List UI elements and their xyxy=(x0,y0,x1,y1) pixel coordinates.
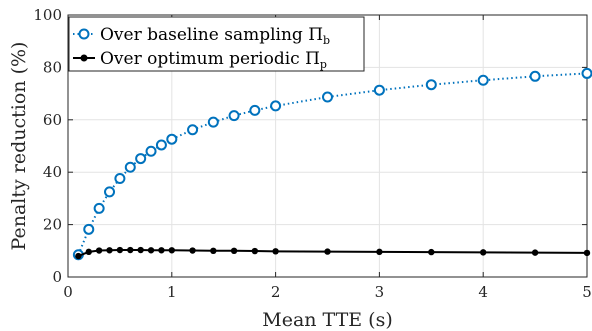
data-point xyxy=(187,124,199,136)
data-point xyxy=(531,249,539,256)
y-tick-label: 100 xyxy=(33,6,62,24)
series-line xyxy=(77,72,588,256)
y-tick-label: 0 xyxy=(52,268,62,286)
axes xyxy=(67,14,588,278)
data-point xyxy=(583,249,591,257)
data-point xyxy=(114,172,126,184)
data-point xyxy=(127,246,134,254)
data-point xyxy=(168,247,175,254)
data-point xyxy=(477,74,489,86)
x-tick-label: 5 xyxy=(582,283,592,301)
x-tick-label: 4 xyxy=(478,283,488,301)
data-point xyxy=(249,104,261,116)
legend-label-baseline: Over baseline sampling Π xyxy=(100,25,323,45)
data-point xyxy=(104,186,116,198)
data-point xyxy=(272,248,279,255)
data-point xyxy=(166,133,178,145)
data-point xyxy=(137,246,144,254)
legend: Over baseline sampling Πb Over optimum p… xyxy=(68,16,365,72)
data-point xyxy=(324,248,331,255)
data-point xyxy=(95,247,103,254)
data-point xyxy=(135,153,147,165)
data-point xyxy=(85,248,92,256)
svg-text:Over baseline sampling Πb: Over baseline sampling Πb xyxy=(100,25,330,47)
data-point xyxy=(207,116,219,128)
series-layer xyxy=(72,67,592,261)
legend-label-periodic-subscript: p xyxy=(320,58,327,71)
y-tick-label: 40 xyxy=(43,163,62,181)
x-tick-label: 1 xyxy=(167,283,177,301)
data-point xyxy=(228,110,240,122)
data-point xyxy=(270,100,282,112)
series-line xyxy=(78,249,588,257)
legend-marker-periodic xyxy=(80,54,88,62)
data-point xyxy=(106,247,113,254)
data-point xyxy=(529,70,541,82)
svg-text:Over optimum periodic Πp: Over optimum periodic Πp xyxy=(100,49,327,71)
plot-frame xyxy=(67,14,588,278)
data-point xyxy=(373,84,385,96)
data-point xyxy=(376,248,383,256)
data-point xyxy=(230,247,238,254)
data-point xyxy=(116,246,124,254)
data-point xyxy=(75,252,82,260)
legend-label-periodic: Over optimum periodic Π xyxy=(100,49,320,69)
data-point xyxy=(322,91,333,103)
series-baseline xyxy=(72,67,592,261)
series-periodic xyxy=(75,246,591,260)
legend-label-baseline-subscript: b xyxy=(323,34,330,47)
data-point xyxy=(425,79,437,91)
data-point xyxy=(251,247,259,255)
y-tick-label: 80 xyxy=(43,58,62,76)
data-point xyxy=(480,249,487,256)
legend-box xyxy=(68,16,365,72)
data-point xyxy=(124,161,136,173)
data-point xyxy=(93,202,105,214)
data-point xyxy=(83,223,95,235)
y-axis-label: Penalty reduction (%) xyxy=(8,42,30,251)
x-axis-label: Mean TTE (s) xyxy=(262,309,393,331)
data-point xyxy=(158,247,165,254)
legend-marker-baseline xyxy=(78,28,90,40)
x-tick-label: 0 xyxy=(63,283,73,301)
data-point xyxy=(428,248,435,256)
legend-entry-baseline: Over baseline sampling Πb xyxy=(73,25,330,47)
data-point xyxy=(189,247,196,254)
data-point xyxy=(147,247,155,254)
x-tick-label: 3 xyxy=(375,283,385,301)
data-point xyxy=(145,145,157,157)
data-point xyxy=(210,247,217,254)
y-tick-label: 60 xyxy=(43,111,62,129)
data-point xyxy=(581,67,592,79)
tick-labels: 0 1 2 3 4 5 0 20 40 60 80 100 xyxy=(33,6,591,301)
y-tick-label: 20 xyxy=(43,216,62,234)
data-point xyxy=(155,139,167,151)
legend-entry-periodic: Over optimum periodic Πp xyxy=(73,49,327,71)
x-tick-label: 2 xyxy=(271,283,281,301)
